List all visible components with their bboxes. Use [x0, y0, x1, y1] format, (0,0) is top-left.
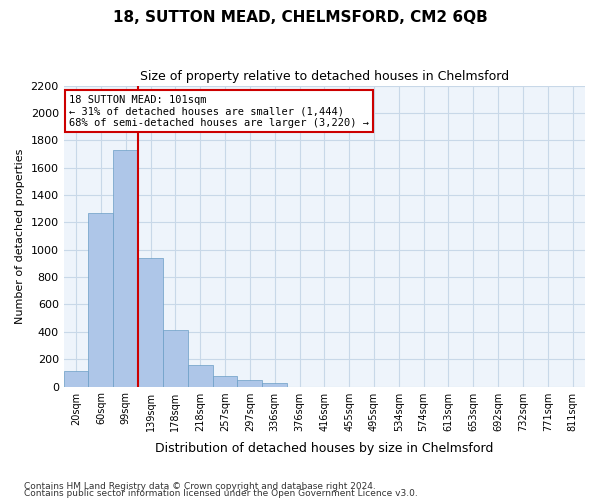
- Bar: [262, 383, 287, 386]
- Bar: [212, 376, 238, 386]
- Text: 18, SUTTON MEAD, CHELMSFORD, CM2 6QB: 18, SUTTON MEAD, CHELMSFORD, CM2 6QB: [113, 10, 487, 25]
- Text: Contains public sector information licensed under the Open Government Licence v3: Contains public sector information licen…: [24, 490, 418, 498]
- Title: Size of property relative to detached houses in Chelmsford: Size of property relative to detached ho…: [140, 70, 509, 83]
- Bar: [238, 380, 262, 386]
- Y-axis label: Number of detached properties: Number of detached properties: [15, 148, 25, 324]
- Bar: [138, 258, 163, 386]
- Text: 18 SUTTON MEAD: 101sqm
← 31% of detached houses are smaller (1,444)
68% of semi-: 18 SUTTON MEAD: 101sqm ← 31% of detached…: [69, 94, 369, 128]
- Bar: [188, 366, 212, 386]
- Bar: [64, 372, 88, 386]
- Bar: [163, 330, 188, 386]
- Text: Contains HM Land Registry data © Crown copyright and database right 2024.: Contains HM Land Registry data © Crown c…: [24, 482, 376, 491]
- Bar: [113, 150, 138, 386]
- X-axis label: Distribution of detached houses by size in Chelmsford: Distribution of detached houses by size …: [155, 442, 494, 455]
- Bar: [88, 213, 113, 386]
